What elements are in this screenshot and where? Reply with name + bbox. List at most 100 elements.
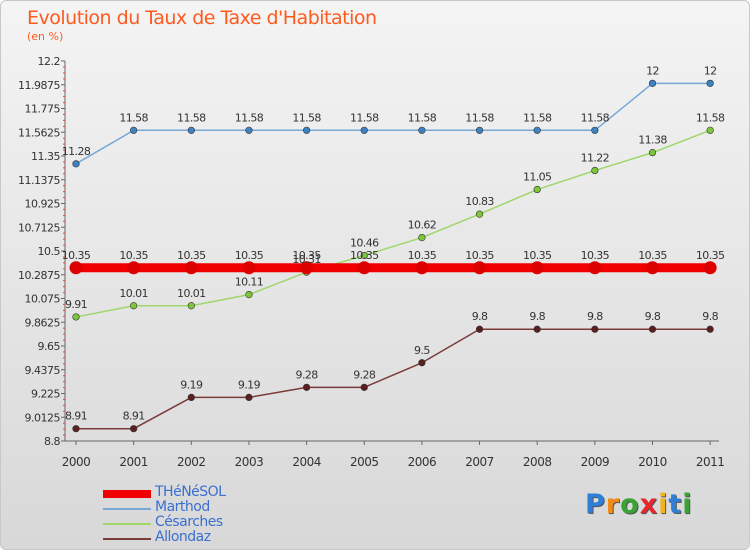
- data-label: 11.58: [177, 111, 206, 124]
- data-label: 11.58: [465, 111, 494, 124]
- data-point: [418, 359, 426, 367]
- data-label: 10.62: [408, 219, 437, 232]
- legend-label: Allondaz: [155, 529, 211, 545]
- data-point: [360, 126, 368, 134]
- data-label: 11.58: [292, 111, 321, 124]
- chart-subtitle: (en %): [27, 30, 64, 43]
- data-label: 10.35: [62, 249, 91, 262]
- data-point: [300, 261, 314, 275]
- data-label: 10.01: [177, 287, 206, 300]
- data-label: 10.35: [408, 249, 437, 262]
- data-point: [303, 383, 311, 391]
- x-tick-label: 2000: [62, 455, 91, 469]
- y-tick-label: 9.65: [38, 340, 61, 353]
- data-label: 10.83: [465, 195, 494, 208]
- data-point: [303, 126, 311, 134]
- data-label: 9.28: [296, 368, 319, 381]
- y-tick-label: 10.2875: [18, 269, 60, 282]
- data-label: 11.58: [235, 111, 264, 124]
- data-label: 10.35: [523, 249, 552, 262]
- data-label: 10.35: [119, 249, 148, 262]
- data-label: 10.11: [235, 276, 264, 289]
- x-tick-label: 2004: [292, 455, 321, 469]
- data-point: [648, 149, 657, 157]
- data-point: [530, 261, 544, 275]
- legend-label: THéNéSOL: [155, 484, 226, 500]
- logo-letter: i: [658, 489, 669, 520]
- x-tick-label: 2005: [350, 455, 379, 469]
- data-label: 11.58: [119, 111, 148, 124]
- data-point: [415, 261, 429, 275]
- data-point: [475, 126, 484, 134]
- x-tick-label: 2001: [119, 455, 148, 469]
- data-label: 11.58: [350, 111, 379, 124]
- y-tick-label: 10.7125: [18, 221, 60, 234]
- y-tick-label: 9.4375: [25, 364, 61, 377]
- legend-swatch: [103, 490, 151, 498]
- logo-letter: o: [620, 489, 640, 520]
- data-label: 11.58: [581, 111, 610, 124]
- data-point: [591, 166, 599, 175]
- data-label: 10.35: [292, 249, 321, 262]
- data-label: 10.35: [177, 249, 206, 262]
- x-tick-label: 2002: [177, 455, 206, 469]
- data-label: 9.91: [65, 298, 87, 311]
- proxiti-logo: Proxiti: [585, 489, 693, 520]
- data-point: [242, 261, 256, 275]
- y-tick-label: 9.225: [31, 388, 60, 401]
- x-tick-label: 2011: [696, 455, 725, 469]
- data-point: [588, 261, 602, 275]
- data-label: 10.35: [638, 249, 667, 262]
- data-point: [187, 126, 195, 134]
- data-label: 9.8: [587, 310, 603, 323]
- data-point: [130, 425, 138, 433]
- data-label: 10.35: [581, 249, 610, 262]
- data-label: 9.8: [645, 310, 661, 323]
- y-tick-label: 11.5625: [18, 126, 60, 139]
- logo-letter: x: [639, 489, 659, 520]
- data-point: [418, 126, 426, 134]
- data-point: [187, 302, 195, 310]
- data-label: 10.35: [696, 249, 725, 262]
- data-point: [475, 210, 484, 218]
- data-label: 11.05: [523, 171, 552, 184]
- data-point: [703, 261, 717, 275]
- data-point: [130, 302, 138, 310]
- data-label: 11.58: [696, 111, 725, 124]
- data-point: [533, 325, 541, 333]
- data-label: 9.19: [180, 378, 203, 391]
- data-label: 10.31: [292, 253, 321, 266]
- chart-title: Evolution du Taux de Taxe d'Habitation: [27, 7, 377, 29]
- data-label: 12: [704, 64, 717, 77]
- series-line-allondaz: [75, 328, 711, 430]
- y-tick-label: 9.8625: [25, 316, 61, 329]
- data-label: 9.8: [472, 310, 488, 323]
- x-tick-label: 2007: [465, 455, 494, 469]
- data-point: [187, 393, 195, 402]
- data-label: 9.8: [529, 310, 545, 323]
- logo-letter: P: [585, 489, 606, 520]
- y-tick-label: 8.8: [44, 435, 60, 448]
- data-label: 10.35: [235, 249, 264, 262]
- data-point: [591, 325, 599, 333]
- y-tick-label: 10.5: [38, 245, 61, 258]
- legend-swatch: [103, 508, 151, 510]
- data-point: [245, 290, 253, 299]
- data-point: [706, 126, 714, 134]
- legend-swatch: [103, 523, 151, 525]
- data-label: 10.35: [350, 249, 379, 262]
- data-label: 9.28: [353, 368, 376, 381]
- data-point: [72, 313, 80, 321]
- data-label: 8.91: [123, 410, 145, 423]
- data-point: [360, 251, 368, 260]
- data-point: [473, 261, 487, 275]
- data-point: [418, 233, 426, 242]
- series-line-c-sarches: [75, 129, 711, 318]
- data-point: [706, 79, 714, 87]
- x-tick-label: 2006: [408, 455, 437, 469]
- data-point: [591, 126, 599, 134]
- data-label: 9.5: [414, 344, 430, 357]
- x-tick-label: 2009: [581, 455, 610, 469]
- y-tick-label: 10.075: [25, 293, 61, 306]
